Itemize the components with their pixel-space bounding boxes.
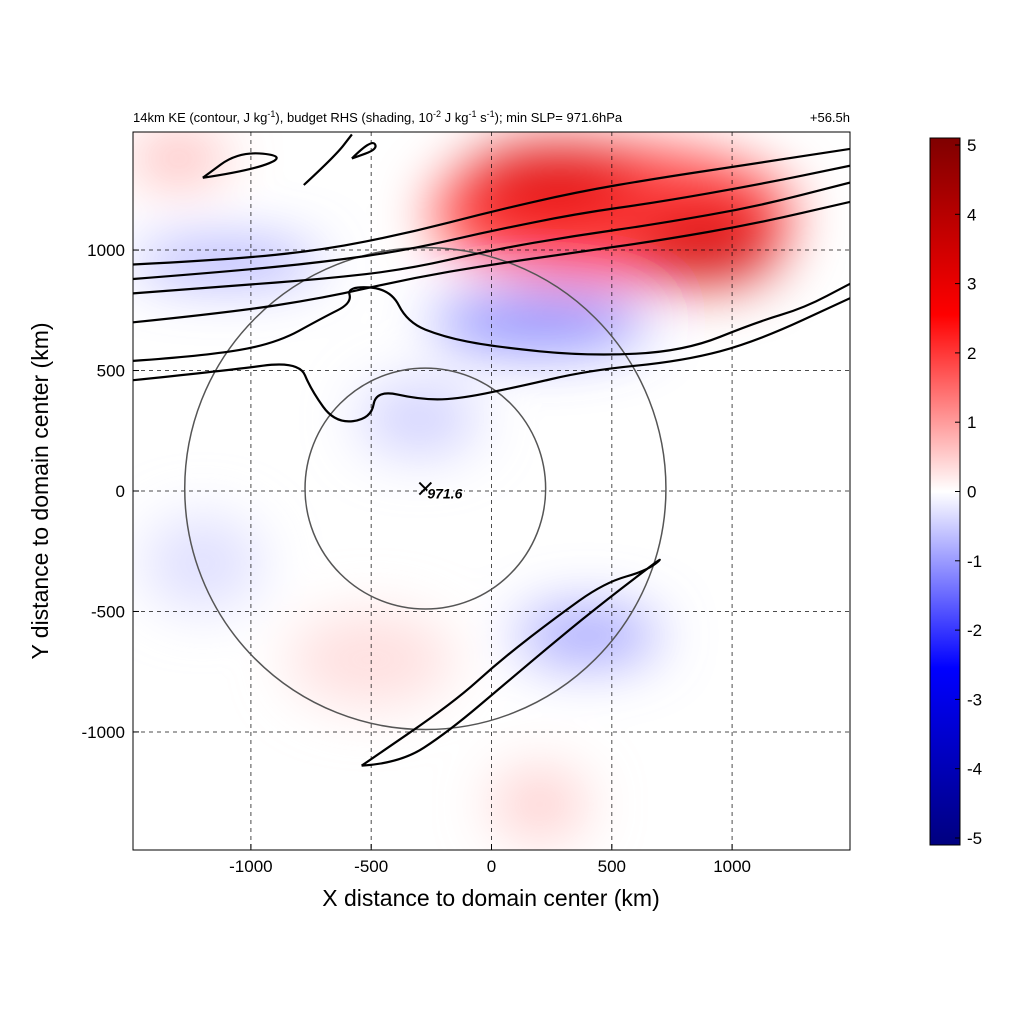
range-circles (183, 246, 667, 731)
x-tick-label-0: -1000 (229, 857, 272, 876)
time-label: +56.5h (810, 110, 850, 125)
storm-center: 971.6 (418, 481, 464, 503)
ke-contour-6 (202, 152, 278, 179)
colorbar-ticks: 5 4 3 2 1 0 -1 -2 -3 -4 -5 (955, 136, 982, 848)
ke-contour-10 (360, 558, 661, 767)
shading-region-10 (491, 768, 588, 841)
y-axis-ticks: -1000 -500 0 500 1000 (82, 241, 139, 742)
shading-region-4 (133, 242, 324, 282)
ke-contour-1 (133, 181, 850, 295)
chart-title: 14km KE (contour, J kg-1), budget RHS (s… (133, 109, 623, 125)
range-circle-1000km (183, 246, 667, 731)
ke-contour-0 (133, 200, 850, 324)
x-tick-label-4: 1000 (713, 857, 751, 876)
shading-region-9 (142, 515, 263, 612)
ke-contours (133, 133, 850, 767)
x-axis-label: X distance to domain center (km) (322, 885, 659, 911)
ke-contour-2 (133, 164, 850, 281)
shading-region-1 (635, 213, 781, 287)
range-circle-500km (304, 367, 547, 610)
y-tick-label-1: -500 (91, 602, 125, 621)
y-tick-label-2: 0 (116, 482, 125, 501)
y-axis-label: Y distance to domain center (km) (27, 322, 53, 659)
shading-region-5 (133, 139, 227, 178)
x-tick-label-2: 0 (487, 857, 496, 876)
x-tick-label-3: 500 (598, 857, 626, 876)
y-tick-label-0: -1000 (82, 723, 125, 742)
x-axis-ticks: -1000 -500 0 500 1000 (229, 844, 751, 876)
shading-region-6 (359, 382, 480, 455)
colorbar-tick-label-5: 0 (967, 483, 976, 502)
x-tick-label-1: -500 (354, 857, 388, 876)
colorbar-tick-label-10: -5 (967, 829, 982, 848)
colorbar-tick-label-2: 3 (967, 275, 976, 294)
colorbar-tick-label-6: -1 (967, 552, 982, 571)
ke-contour-5 (133, 297, 850, 423)
shading-region-2 (467, 141, 636, 214)
y-tick-label-3: 500 (97, 362, 125, 381)
ke-contour-7 (303, 133, 353, 186)
ke-contour-3 (133, 147, 850, 266)
colorbar-tick-label-9: -4 (967, 760, 982, 779)
colorbar-tick-label-1: 4 (967, 205, 976, 224)
shading-region-8 (286, 611, 456, 708)
colorbar-tick-label-4: 1 (967, 413, 976, 432)
min-slp-label: 971.6 (427, 486, 462, 502)
center-marker-stroke-b (418, 481, 433, 496)
colorbar-tick-label-8: -3 (967, 690, 982, 709)
ke-contour-4 (133, 282, 850, 362)
ke-contour-8 (351, 142, 377, 160)
colorbar-tick-label-0: 5 (967, 136, 976, 155)
colorbar-tick-label-7: -2 (967, 621, 982, 640)
colorbar-tick-label-3: 2 (967, 344, 976, 363)
y-tick-label-4: 1000 (87, 241, 125, 260)
shading-region-3 (431, 293, 648, 352)
plot-area: 971.6 (133, 132, 850, 850)
